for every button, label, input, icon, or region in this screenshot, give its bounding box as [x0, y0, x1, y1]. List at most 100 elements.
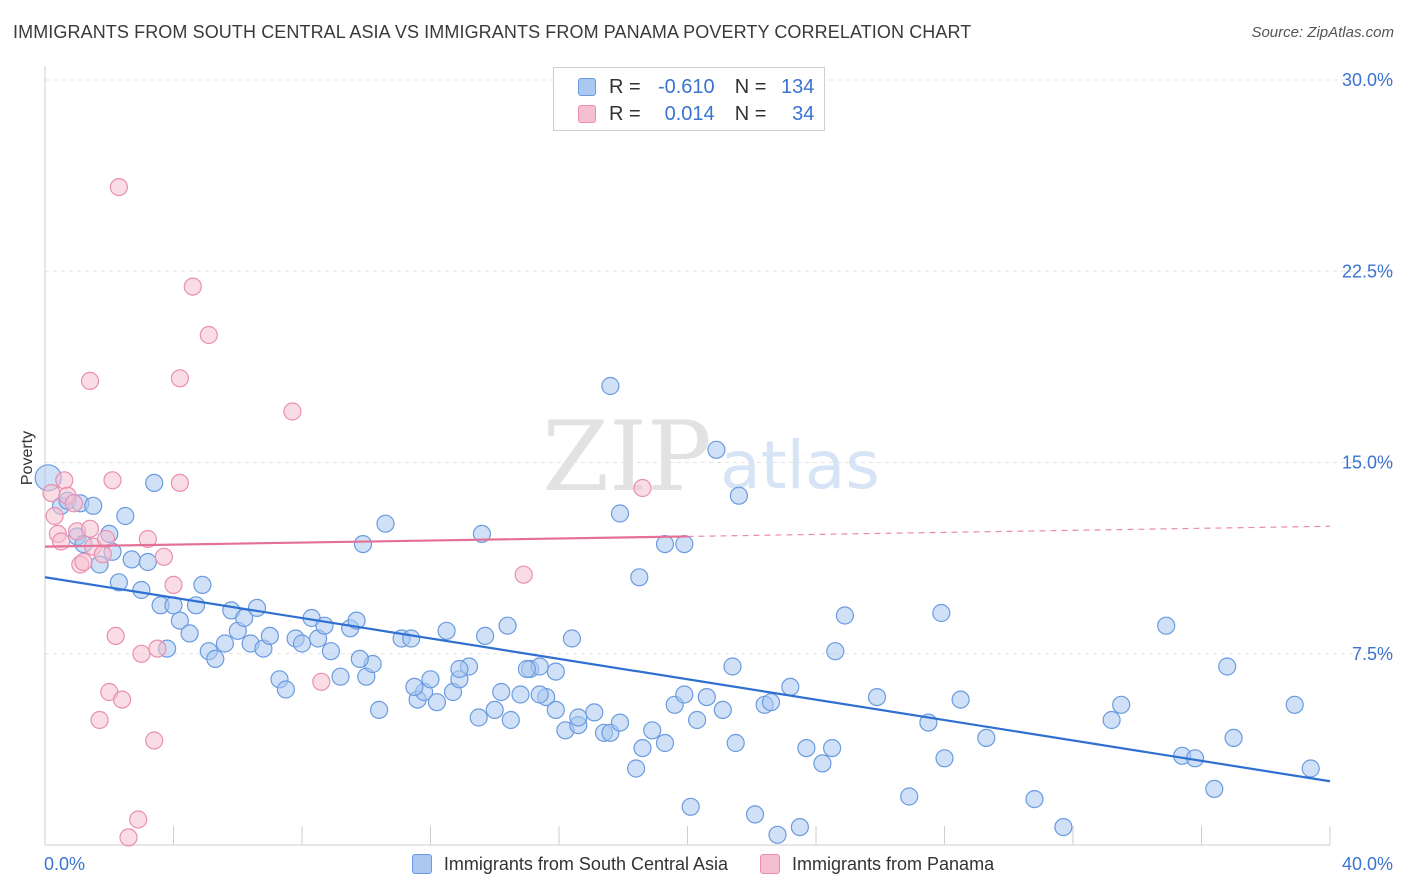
point-panama	[633, 478, 652, 498]
point-south-central-asia	[132, 580, 151, 600]
point-panama	[154, 547, 173, 566]
point-south-central-asia	[321, 642, 340, 661]
point-south-central-asia	[562, 629, 582, 648]
legend-r-label: R =	[609, 75, 641, 98]
point-panama	[106, 626, 125, 646]
point-panama	[170, 473, 189, 492]
point-south-central-asia	[726, 733, 745, 753]
point-south-central-asia	[476, 626, 495, 646]
point-south-central-asia	[405, 677, 424, 697]
point-south-central-asia	[655, 733, 675, 753]
trend-line-south-central-asia	[44, 576, 1331, 783]
series-south-central-asia	[34, 376, 1320, 844]
series-legend: Immigrants from South Central Asia Immig…	[0, 852, 1406, 876]
watermark-atlas: atlas	[720, 427, 880, 504]
point-south-central-asia	[729, 486, 749, 505]
point-south-central-asia	[655, 534, 675, 554]
y-tick-label: 22.5%	[1342, 261, 1393, 281]
point-panama	[109, 178, 129, 197]
point-south-central-asia	[643, 721, 662, 740]
point-panama	[74, 552, 93, 572]
point-south-central-asia	[84, 496, 103, 515]
point-south-central-asia	[569, 708, 588, 727]
point-panama	[64, 494, 84, 513]
point-south-central-asia	[745, 805, 765, 824]
trend-line-panama-extension	[687, 525, 1331, 538]
point-south-central-asia	[247, 598, 267, 618]
point-panama	[42, 484, 61, 503]
point-south-central-asia	[1205, 779, 1224, 799]
point-panama	[80, 371, 100, 390]
chart-title: IMMIGRANTS FROM SOUTH CENTRAL ASIA VS IM…	[13, 22, 972, 42]
legend-label: Immigrants from South Central Asia	[443, 853, 729, 874]
point-panama	[119, 828, 138, 847]
point-panama	[164, 575, 183, 595]
point-south-central-asia	[610, 504, 630, 523]
legend-item-panama[interactable]: Immigrants from Panama	[760, 854, 994, 875]
y-tick-label: 15.0%	[1342, 453, 1393, 473]
point-south-central-asia	[797, 738, 816, 758]
point-south-central-asia	[781, 677, 800, 697]
point-south-central-asia	[951, 690, 970, 709]
point-south-central-asia	[517, 659, 537, 679]
watermark-zip: ZIP	[542, 401, 711, 513]
trend-lines	[44, 525, 1331, 783]
point-south-central-asia	[260, 626, 279, 646]
point-south-central-asia	[675, 685, 694, 704]
point-south-central-asia	[109, 573, 129, 592]
point-panama	[199, 325, 218, 345]
point-south-central-asia	[193, 575, 212, 595]
point-south-central-asia	[170, 611, 189, 630]
point-panama	[170, 369, 189, 388]
legend-swatch-blue	[578, 78, 596, 96]
legend-n-value: 134	[781, 75, 815, 98]
point-panama	[112, 690, 132, 709]
point-south-central-asia	[511, 685, 530, 704]
legend-swatch-pink	[760, 854, 781, 874]
point-south-central-asia	[610, 713, 630, 732]
point-south-central-asia	[331, 667, 350, 686]
legend-n-value: 34	[792, 102, 815, 125]
tick-labels: 7.5% 15.0% 22.5% 30.0% 0.0% 40.0%	[44, 70, 1393, 874]
point-south-central-asia	[1112, 695, 1131, 714]
point-south-central-asia	[813, 754, 832, 773]
point-panama	[90, 710, 109, 730]
point-south-central-asia	[1054, 817, 1073, 837]
point-south-central-asia	[932, 603, 951, 623]
legend-item-south-central-asia[interactable]: Immigrants from South Central Asia	[411, 853, 729, 875]
point-south-central-asia	[768, 825, 787, 844]
point-panama	[132, 644, 151, 663]
legend-swatch-pink	[578, 105, 596, 123]
point-south-central-asia	[116, 506, 135, 526]
watermark: ZIP atlas	[542, 401, 879, 513]
point-panama	[96, 529, 116, 549]
point-south-central-asia	[977, 728, 996, 748]
point-south-central-asia	[347, 611, 366, 630]
point-panama	[183, 277, 202, 296]
legend-swatch-blue	[411, 854, 432, 874]
point-south-central-asia	[835, 606, 855, 625]
point-south-central-asia	[276, 680, 295, 699]
point-south-central-asia	[675, 534, 694, 554]
point-south-central-asia	[723, 657, 742, 676]
series-panama	[42, 178, 652, 847]
point-south-central-asia	[601, 376, 620, 396]
point-south-central-asia	[546, 662, 565, 681]
point-south-central-asia	[437, 621, 456, 640]
point-south-central-asia	[1157, 616, 1176, 635]
point-south-central-asia	[353, 534, 373, 554]
point-south-central-asia	[350, 649, 369, 669]
point-south-central-asia	[822, 738, 842, 758]
legend-r-value: 0.014	[664, 102, 715, 125]
source-label: Source: ZipAtlas.com	[1251, 24, 1394, 41]
point-panama	[138, 529, 157, 549]
point-south-central-asia	[630, 568, 649, 587]
point-south-central-asia	[402, 629, 421, 648]
point-south-central-asia	[826, 642, 845, 661]
point-south-central-asia	[626, 759, 646, 778]
point-south-central-asia	[215, 634, 234, 653]
point-panama	[312, 672, 331, 691]
point-south-central-asia	[427, 693, 446, 712]
point-south-central-asia	[370, 700, 389, 720]
